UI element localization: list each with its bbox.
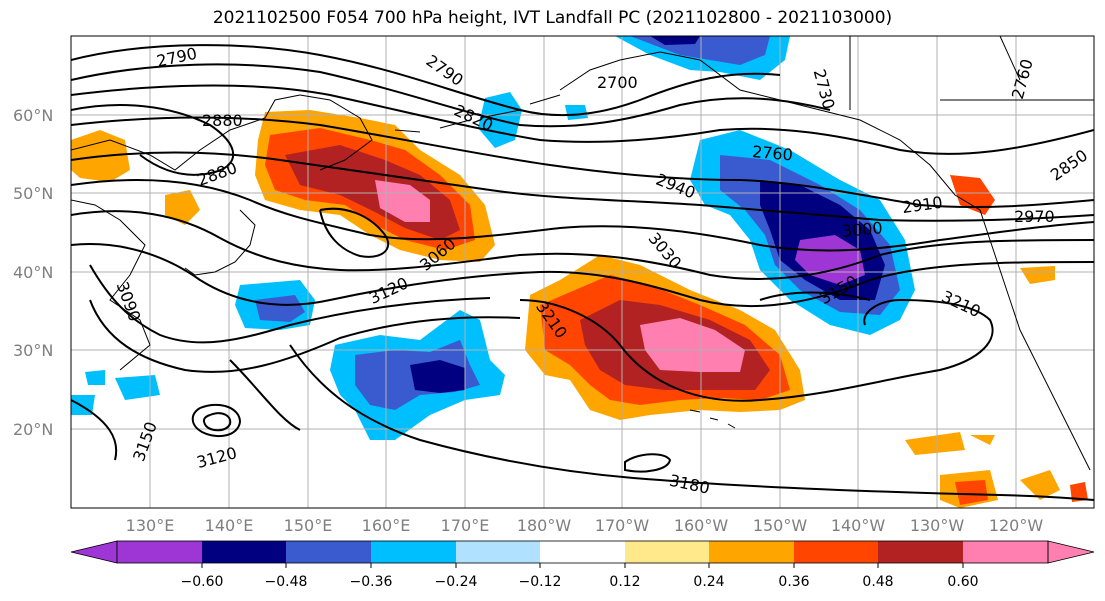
- coast-asia: [71, 94, 301, 371]
- anomaly-navy-north: [650, 36, 700, 45]
- anomaly-red-se3: [955, 480, 988, 505]
- colorbar-tick-label: −0.36: [350, 574, 393, 590]
- colorbar-segment: [878, 541, 963, 563]
- lat-label-30n: 30°N: [13, 341, 53, 360]
- anomaly-orange-se5: [1070, 482, 1088, 502]
- contour-label: 2700: [597, 73, 638, 92]
- colorbar-segment: [456, 541, 540, 563]
- colorbar-frame: [116, 540, 1049, 564]
- anomaly-orange-se4: [1020, 470, 1060, 500]
- colorbar-ticks: [201, 563, 964, 568]
- colorbar-tick-label: −0.24: [435, 574, 478, 590]
- map-frame: [70, 35, 1095, 509]
- contour-3090: [89, 264, 491, 344]
- anomaly-orange-small-west: [165, 190, 200, 225]
- contour-2970: [71, 179, 1094, 252]
- lon-label-170w: 170°W: [595, 516, 650, 535]
- positive-anomaly-regions: [71, 110, 1088, 508]
- contour-2940: [71, 151, 1094, 222]
- lon-label-130e: 130°E: [126, 516, 175, 535]
- lat-label-50n: 50°N: [13, 184, 53, 203]
- contour-3030: [71, 243, 1094, 308]
- anomaly-blue-small2: [85, 370, 105, 385]
- coast-hawaii: [689, 409, 736, 429]
- colorbar-tick-label: 0.48: [862, 574, 893, 590]
- contour-3180: [289, 344, 1094, 501]
- latitude-labels: 60°N 50°N 40°N 30°N 20°N: [13, 106, 53, 439]
- colorbar-segment: [963, 541, 1048, 563]
- contour-label: 2880: [202, 111, 243, 130]
- contour-3210: [519, 298, 994, 402]
- anomaly-pink-nw: [375, 180, 430, 222]
- lon-label-170e: 170°E: [441, 516, 490, 535]
- contour-label: 2760: [751, 142, 793, 164]
- contour-3120-low-inner: [202, 412, 232, 432]
- lon-label-160w: 160°W: [674, 516, 729, 535]
- contour-3060: [319, 207, 390, 258]
- colorbar-segment: [202, 541, 286, 563]
- coast-kamchatka: [299, 94, 373, 171]
- colorbar-tick-label: −0.12: [519, 574, 562, 590]
- contour-3150: [71, 291, 871, 461]
- colorbar-segment: [117, 541, 202, 563]
- lat-label-40n: 40°N: [13, 263, 53, 282]
- colorbar-segment: [540, 541, 625, 563]
- anomaly-pink-central: [640, 318, 745, 372]
- lon-label-150e: 150°E: [284, 516, 333, 535]
- contour-3000: [71, 210, 1094, 280]
- colorbar-tick-label: 0.12: [609, 574, 640, 590]
- coast-japan: [184, 209, 256, 276]
- contour-2790: [71, 44, 781, 117]
- colorbar-segment: [371, 541, 456, 563]
- contour-label: 3000: [841, 218, 883, 240]
- anomaly-blue-small3: [115, 375, 160, 400]
- contour-3180-loop: [624, 453, 672, 473]
- colorbar-segment: [709, 541, 794, 563]
- anomaly-midblue-west: [255, 295, 305, 322]
- colorbar-segment: [625, 541, 709, 563]
- lat-label-20n: 20°N: [13, 420, 53, 439]
- contour-3120: [89, 299, 521, 373]
- coast-alaska: [559, 51, 1091, 471]
- colorbar-extend-high: [1047, 540, 1095, 564]
- lon-label-130w: 130°W: [910, 516, 965, 535]
- contour-2880: [71, 104, 235, 176]
- height-contours: [71, 44, 1094, 501]
- anomaly-orange-coast2: [1020, 266, 1055, 284]
- lat-label-60n: 60°N: [13, 106, 53, 125]
- coastlines: [71, 36, 1094, 471]
- lon-label-150w: 150°W: [753, 516, 808, 535]
- colorbar-extend-low: [70, 540, 118, 564]
- contour-2850: [71, 84, 1094, 155]
- longitude-labels: 130°E 140°E 150°E 160°E 170°E 180°W 170°…: [126, 516, 1044, 535]
- colorbar-segment: [286, 541, 371, 563]
- chart-title: 2021102500 F054 700 hPa height, IVT Land…: [212, 8, 893, 28]
- contour-2820: [71, 63, 831, 128]
- lon-label-180w: 180°W: [517, 516, 572, 535]
- colorbar-tick-label: 0.36: [778, 574, 809, 590]
- map-layers: [71, 36, 1094, 508]
- contour-2910: [71, 116, 1094, 209]
- colorbar-tick-label: 0.24: [693, 574, 724, 590]
- anomaly-orange-se1: [905, 432, 965, 455]
- contour-3120-low: [191, 403, 242, 438]
- colorbar: −0.60 −0.48 −0.36 −0.24 −0.12 0.12 0.24 …: [70, 540, 1095, 590]
- lon-label-140w: 140°W: [831, 516, 886, 535]
- anomaly-orange-se2: [970, 435, 995, 445]
- lon-label-140e: 140°E: [205, 516, 254, 535]
- anomaly-navy-central: [410, 360, 465, 393]
- anomaly-orange-coast: [950, 175, 995, 215]
- colorbar-segment: [794, 541, 878, 563]
- lon-label-120w: 120°W: [989, 516, 1044, 535]
- colorbar-tick-label: 0.60: [947, 574, 978, 590]
- colorbar-tick-label: −0.60: [181, 574, 224, 590]
- contour-label: 2970: [1014, 207, 1055, 226]
- lon-label-160e: 160°E: [362, 516, 411, 535]
- coast-canada-border: [849, 36, 1094, 110]
- colorbar-tick-label: −0.48: [265, 574, 308, 590]
- anomaly-blue-small1: [565, 105, 588, 120]
